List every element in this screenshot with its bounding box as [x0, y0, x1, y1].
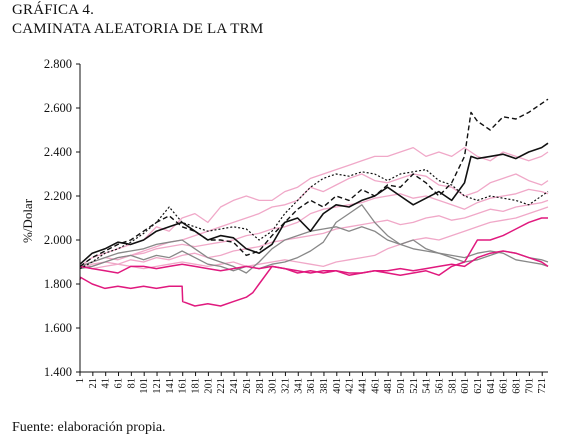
- series-line-2: [79, 142, 549, 265]
- chart-title: CAMINATA ALEATORIA DE LA TRM: [12, 21, 264, 37]
- x-tick-label: 241: [229, 378, 240, 394]
- y-axis-label: %/Dolar: [20, 198, 35, 243]
- x-tick-label: 181: [191, 378, 202, 394]
- source-note: Fuente: elaboración propia.: [12, 420, 166, 435]
- y-tick-label: 1.800: [44, 277, 72, 291]
- x-tick-label: 321: [280, 378, 291, 394]
- x-tick-label: 721: [537, 378, 548, 394]
- x-tick-label: 561: [435, 378, 446, 394]
- series-line-5: [79, 204, 549, 272]
- series-line-10: [79, 188, 549, 270]
- x-tick-label: 541: [422, 378, 433, 394]
- x-tick-label: 481: [383, 378, 394, 394]
- x-tick-label: 421: [345, 378, 356, 394]
- series-line-6: [79, 217, 548, 307]
- x-tick-label: 1: [75, 378, 86, 383]
- x-tick-label: 341: [293, 378, 304, 394]
- x-tick-label: 681: [512, 378, 523, 394]
- x-tick-label: 261: [242, 378, 253, 394]
- series-line-7: [79, 250, 549, 274]
- x-tick-label: 201: [203, 378, 214, 394]
- y-tick-label: 2.800: [44, 57, 72, 71]
- series-line-11: [80, 199, 549, 268]
- x-tick-label: 161: [178, 378, 189, 394]
- axes: 1.400 1.600 1.800 2.000 2.200 2.400 2.600 2.800…: [44, 57, 548, 394]
- series-line-8: [79, 146, 549, 267]
- series-line-9: [79, 173, 549, 268]
- x-tick-label: 281: [255, 378, 266, 394]
- x-tick-label: 501: [396, 378, 407, 394]
- y-tick-label: 2.600: [44, 101, 72, 115]
- y-tick-label: 2.400: [44, 145, 72, 159]
- series-line-12: [79, 206, 549, 270]
- series-line-1: [79, 98, 549, 267]
- x-tick-label: 221: [216, 378, 227, 394]
- x-tick-label: 381: [319, 378, 330, 394]
- x-tick-label: 441: [357, 378, 368, 394]
- series-layer: [79, 98, 549, 307]
- x-tick-label: 601: [460, 378, 471, 394]
- figure-label: GRÁFICA 4.: [12, 2, 95, 18]
- x-tick-label: 301: [268, 378, 279, 394]
- x-tick-label: 581: [447, 378, 458, 394]
- x-tick-label: 461: [370, 378, 381, 394]
- y-tick-label: 2.200: [44, 189, 72, 203]
- y-tick-label: 1.400: [44, 365, 72, 379]
- x-tick-label: 701: [524, 378, 535, 394]
- x-tick-label: 101: [139, 378, 150, 394]
- x-tick-label: 121: [152, 378, 163, 394]
- x-tick-label: 41: [101, 378, 112, 389]
- y-tick-label: 2.000: [44, 233, 72, 247]
- series-line-4: [79, 226, 549, 274]
- x-tick-label: 521: [409, 378, 420, 394]
- x-tick-label: 81: [126, 378, 137, 389]
- x-tick-label: 21: [88, 378, 99, 389]
- x-tick-label: 641: [486, 378, 497, 394]
- x-tick-label: 361: [306, 378, 317, 394]
- y-tick-label: 1.600: [44, 321, 72, 335]
- x-tick-label: 661: [499, 378, 510, 394]
- x-tick-label: 141: [165, 378, 176, 394]
- x-tick-label: 61: [114, 378, 125, 389]
- series-line-3: [79, 169, 549, 270]
- x-tick-label: 621: [473, 378, 484, 394]
- x-tick-label: 401: [332, 378, 343, 394]
